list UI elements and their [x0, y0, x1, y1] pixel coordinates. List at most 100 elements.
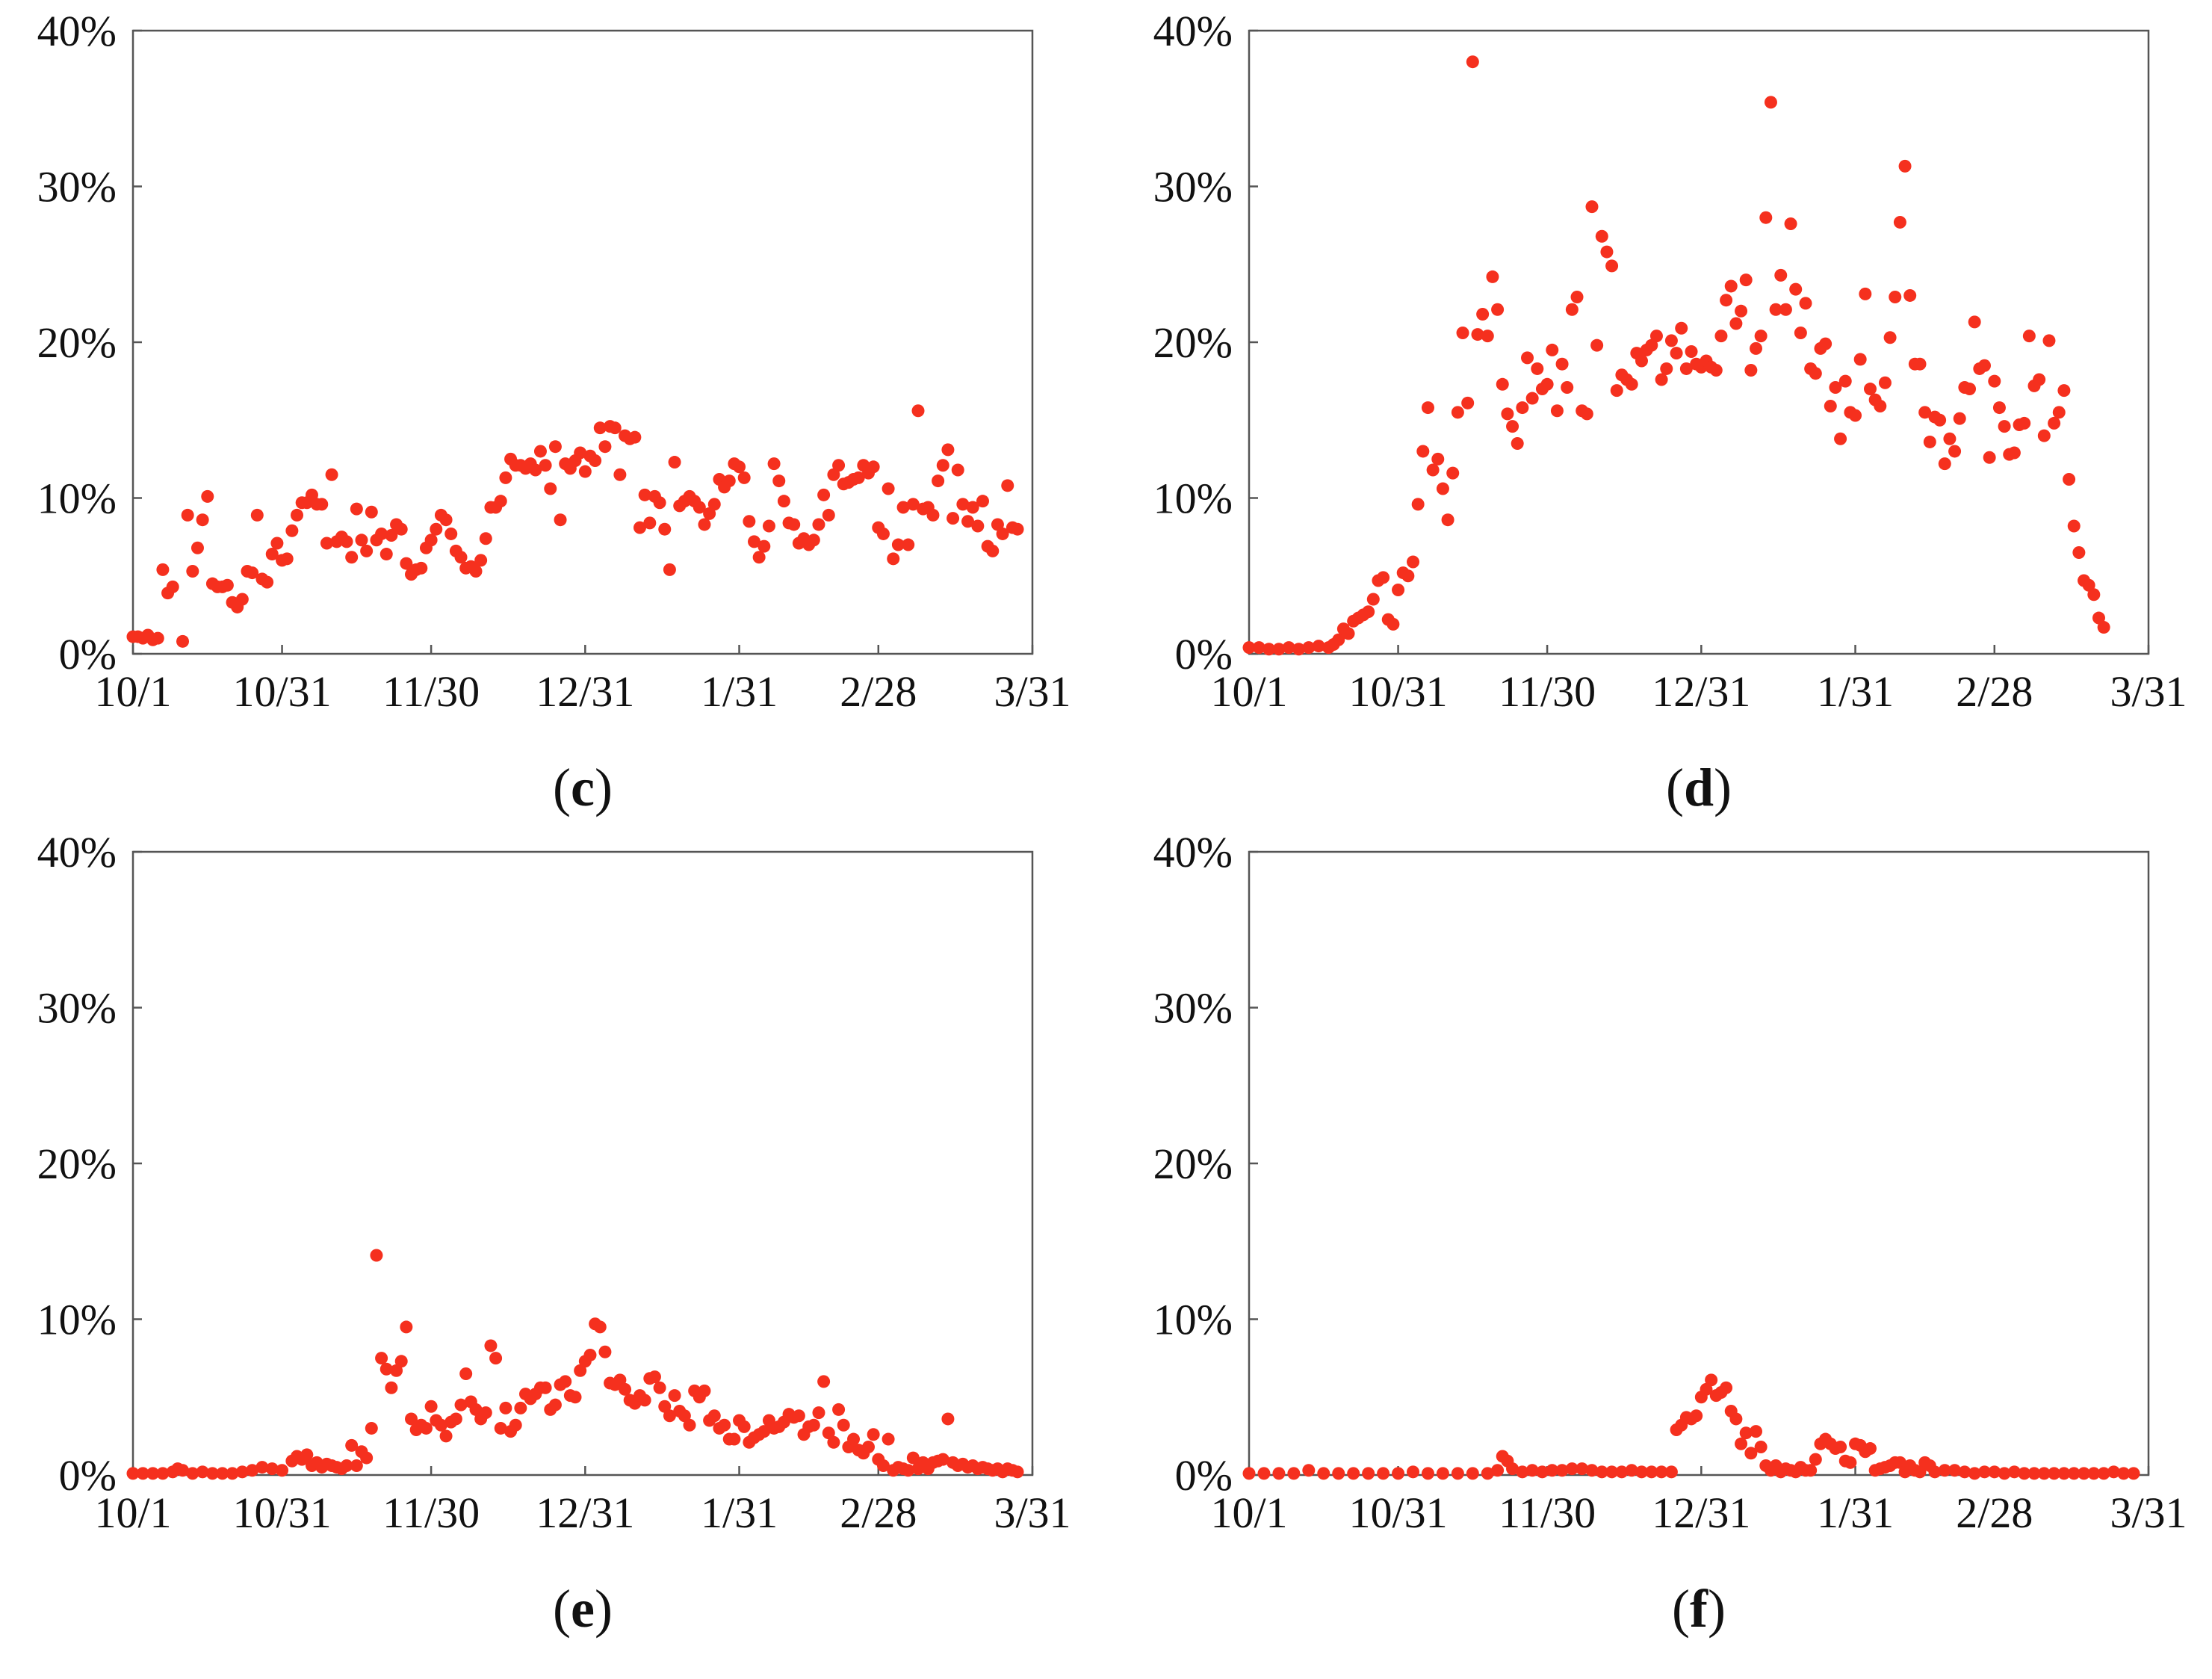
data-point: [1739, 273, 1753, 287]
data-point: [668, 1389, 681, 1403]
data-point: [718, 1418, 731, 1432]
data-point: [847, 1432, 861, 1446]
y-tick-label: 40%: [1153, 828, 1233, 876]
data-point: [276, 1464, 289, 1477]
data-point: [707, 498, 721, 511]
data-point: [971, 519, 985, 533]
data-point: [1555, 1464, 1569, 1477]
x-tick-label: 10/31: [232, 667, 331, 716]
data-point: [1481, 1467, 1494, 1480]
data-point: [265, 1462, 279, 1476]
data-point: [1829, 380, 1842, 394]
data-point: [1645, 1465, 1658, 1479]
data-point: [956, 498, 970, 511]
data-point: [1600, 245, 1614, 259]
data-point: [379, 1362, 393, 1376]
y-tick-label: 20%: [37, 318, 117, 367]
x-tick-label: 12/31: [1652, 1488, 1750, 1537]
data-point: [1705, 1373, 1718, 1387]
data-point: [1347, 1467, 1360, 1480]
data-point: [589, 454, 602, 467]
panel-e: 0% 10% 20% 30% 40% 10/1 10/31 11/30 12/31 1/31 2/2…: [37, 828, 1071, 1639]
data-point: [653, 1381, 666, 1394]
data-point: [424, 1400, 438, 1413]
data-point: [1421, 401, 1434, 415]
data-point: [509, 1418, 522, 1432]
data-point: [270, 537, 284, 550]
plot-frame-e: [131, 850, 1034, 1477]
data-point: [1754, 1440, 1768, 1453]
data-point: [1729, 1412, 1743, 1426]
data-point: [758, 1425, 771, 1438]
data-point: [976, 495, 989, 508]
data-point: [235, 1465, 249, 1479]
data-point: [514, 1401, 527, 1414]
data-point: [762, 519, 775, 533]
data-point: [1655, 373, 1668, 386]
data-point: [1809, 367, 1822, 380]
data-point: [1968, 1467, 1981, 1480]
data-point: [1744, 364, 1758, 377]
data-point: [902, 538, 915, 551]
data-point: [1635, 1465, 1649, 1479]
data-point: [1735, 1437, 1748, 1450]
data-point: [593, 1320, 607, 1334]
data-point: [986, 544, 1000, 557]
data-point: [1625, 1464, 1638, 1477]
data-point: [1724, 279, 1738, 293]
data-point: [559, 1375, 572, 1388]
panel-label-d: (d): [1666, 758, 1732, 817]
data-point: [693, 501, 706, 514]
data-point: [1998, 420, 2011, 433]
data-point: [1759, 211, 1773, 224]
x-tick-label: 12/31: [536, 1488, 634, 1537]
data-point: [1407, 1465, 1420, 1479]
data-point: [1362, 1467, 1375, 1480]
data-point: [176, 634, 190, 648]
data-point: [405, 1412, 418, 1426]
data-point: [539, 459, 552, 472]
data-point: [226, 1467, 239, 1480]
y-tick-label: 10%: [37, 1296, 117, 1344]
data-point: [906, 1451, 920, 1465]
data-point: [370, 1249, 383, 1262]
data-point: [787, 518, 801, 531]
data-point: [156, 1467, 170, 1480]
data-point: [379, 548, 393, 561]
data-point: [1799, 297, 1812, 310]
panel-d: 0% 10% 20% 30% 40% 10/1 10/31 11/30 12/31 1/31 2/2…: [1153, 7, 2187, 817]
data-point: [365, 1421, 378, 1435]
data-point: [2022, 330, 2036, 343]
data-point: [544, 482, 557, 495]
data-point: [1257, 1467, 1271, 1480]
x-tick-label: 10/31: [1348, 667, 1447, 716]
data-point: [2092, 611, 2105, 625]
data-point: [394, 522, 408, 536]
data-point: [126, 1467, 140, 1480]
y-tick-label: 40%: [1153, 7, 1233, 55]
data-point: [961, 515, 975, 528]
data-point: [1655, 1465, 1668, 1479]
data-point: [1535, 1465, 1549, 1479]
data-point: [1893, 1456, 1906, 1469]
data-point: [1476, 307, 1490, 321]
data-point: [1282, 641, 1295, 655]
panel-c: 0% 10% 20% 30% 40% 10/1 10/31 11/30 12/31 1/31 2/2…: [37, 7, 1071, 817]
x-tick-label: 2/28: [840, 1488, 917, 1537]
panel-letter: c: [571, 758, 595, 817]
data-point: [430, 522, 443, 536]
data-point: [707, 1409, 721, 1423]
data-point: [1546, 343, 1559, 356]
data-point: [1948, 445, 1962, 458]
data-point: [1496, 377, 1509, 391]
data-point: [1486, 270, 1499, 283]
data-point: [832, 1403, 846, 1416]
data-point: [613, 1373, 627, 1387]
data-point: [1525, 392, 1539, 405]
data-point: [539, 1381, 552, 1394]
data-point: [1576, 1462, 1589, 1476]
data-point: [2048, 416, 2061, 430]
data-point: [812, 1406, 825, 1420]
data-point: [1242, 641, 1256, 655]
data-point: [1853, 353, 1867, 366]
